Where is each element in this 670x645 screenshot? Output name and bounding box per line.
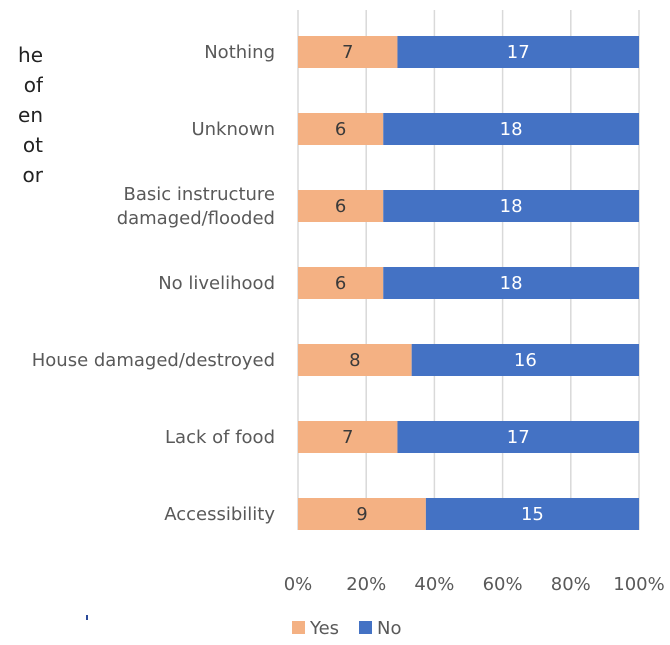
left-text-line-1: he <box>18 43 43 67</box>
legend-swatch <box>292 621 305 634</box>
data-label: 18 <box>500 273 523 294</box>
bar-no <box>383 113 639 145</box>
bar-no <box>383 190 639 222</box>
bar-yes <box>298 267 384 299</box>
x-tick-label: 20% <box>346 574 386 595</box>
x-tick-label: 80% <box>551 574 591 595</box>
bar-no <box>425 498 639 530</box>
legend-swatch <box>359 621 372 634</box>
bar-no <box>383 267 639 299</box>
data-label: 7 <box>342 42 353 63</box>
data-label: 18 <box>500 119 523 140</box>
category-label: No livelihood <box>158 273 275 294</box>
bars: 7 17 6 18 6 18 6 18 8 16 7 17 9 15 <box>298 36 639 530</box>
left-text-fragment: he of en ot or <box>0 40 43 190</box>
decorative-mark <box>86 615 88 620</box>
legend-label: No <box>377 618 401 639</box>
category-label: Nothing <box>204 42 275 63</box>
data-label: 17 <box>507 42 530 63</box>
left-text-line-6: or <box>22 163 43 187</box>
data-label: 7 <box>342 427 353 448</box>
data-label: 16 <box>514 350 537 371</box>
bar-yes <box>298 344 412 376</box>
category-label: damaged/flooded <box>117 208 275 229</box>
x-tick-label: 0% <box>284 574 313 595</box>
bar-yes <box>298 421 398 453</box>
category-label: Accessibility <box>164 504 275 525</box>
x-tick-labels: 0% 20% 40% 60% 80% 100% <box>284 574 665 595</box>
category-label: House damaged/destroyed <box>32 350 275 371</box>
category-label: Basic instructure <box>124 184 275 205</box>
bar-yes <box>298 498 426 530</box>
data-label: 6 <box>335 119 346 140</box>
category-label: Unknown <box>191 119 275 140</box>
category-label: Lack of food <box>165 427 275 448</box>
legend-label: Yes <box>309 618 339 639</box>
data-label: 9 <box>356 504 367 525</box>
left-text-line-5: ot <box>22 133 43 157</box>
data-label: 6 <box>335 273 346 294</box>
category-labels: Nothing Unknown Basic instructure damaged/f… <box>32 42 276 525</box>
bar-no <box>397 421 639 453</box>
data-label: 18 <box>500 196 523 217</box>
legend: Yes No <box>292 618 401 639</box>
x-tick-label: 60% <box>483 574 523 595</box>
bar-no <box>397 36 639 68</box>
x-tick-label: 40% <box>414 574 454 595</box>
left-text-line-2: of <box>23 73 43 97</box>
data-label: 8 <box>349 350 360 371</box>
data-label: 15 <box>521 504 544 525</box>
data-label: 6 <box>335 196 346 217</box>
bar-yes <box>298 190 384 222</box>
bar-yes <box>298 36 398 68</box>
data-label: 17 <box>507 427 530 448</box>
bar-yes <box>298 113 384 145</box>
left-text-line-4: en <box>18 103 43 127</box>
bar-no <box>411 344 639 376</box>
x-tick-label: 100% <box>613 574 664 595</box>
